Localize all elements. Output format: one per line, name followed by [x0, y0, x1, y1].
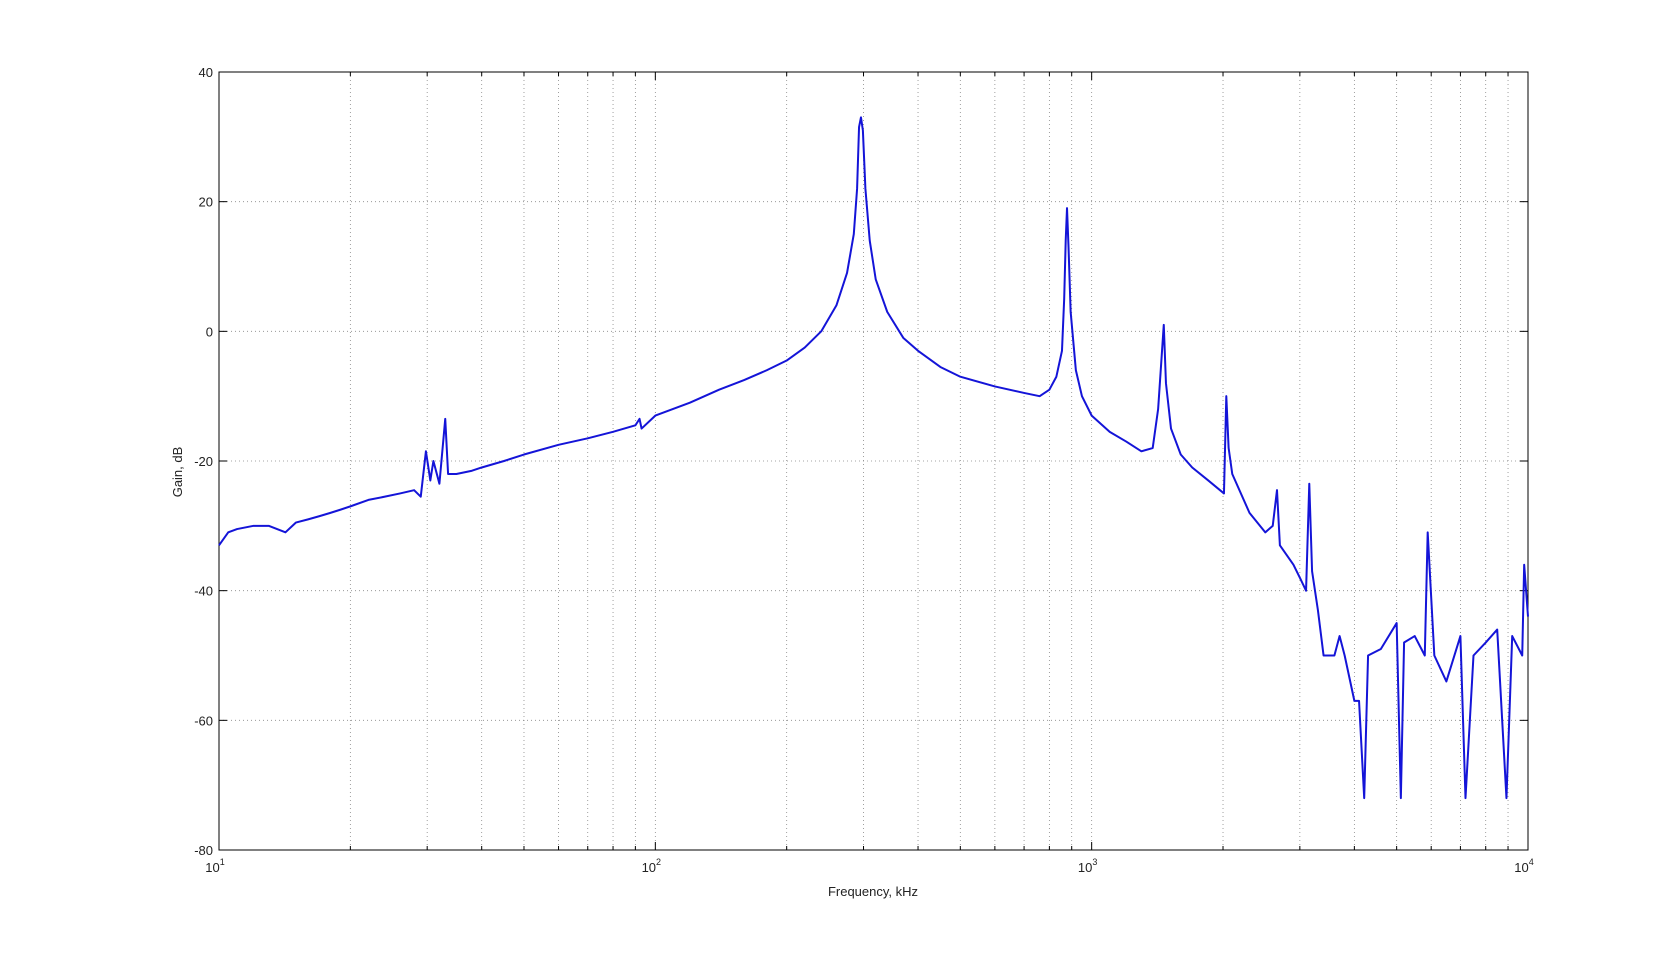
x-tick-label: 102: [642, 857, 661, 875]
y-tick-label: 20: [199, 195, 213, 210]
y-tick-label: -60: [194, 713, 213, 728]
y-tick-label: -80: [194, 843, 213, 858]
x-tick-exponent: 2: [656, 857, 661, 867]
data-line: [218, 116, 1529, 800]
x-tick-base: 10: [205, 860, 219, 875]
x-tick-base: 10: [1514, 860, 1528, 875]
y-tick-label: 40: [199, 65, 213, 80]
x-tick-label: 104: [1514, 857, 1533, 875]
x-tick-base: 10: [642, 860, 656, 875]
y-tick-label: 0: [206, 324, 213, 339]
x-tick-label: 103: [1078, 857, 1097, 875]
x-tick-exponent: 1: [220, 857, 225, 867]
y-axis-label: Gain, dB: [170, 447, 185, 498]
y-tick-label: -20: [194, 454, 213, 469]
x-tick-exponent: 3: [1092, 857, 1097, 867]
y-tick-label: -40: [194, 584, 213, 599]
x-tick-label: 101: [205, 857, 224, 875]
x-axis-label: Frequency, kHz: [828, 884, 918, 899]
plot-frame: [218, 71, 1529, 851]
x-tick-base: 10: [1078, 860, 1092, 875]
x-tick-exponent: 4: [1529, 857, 1534, 867]
